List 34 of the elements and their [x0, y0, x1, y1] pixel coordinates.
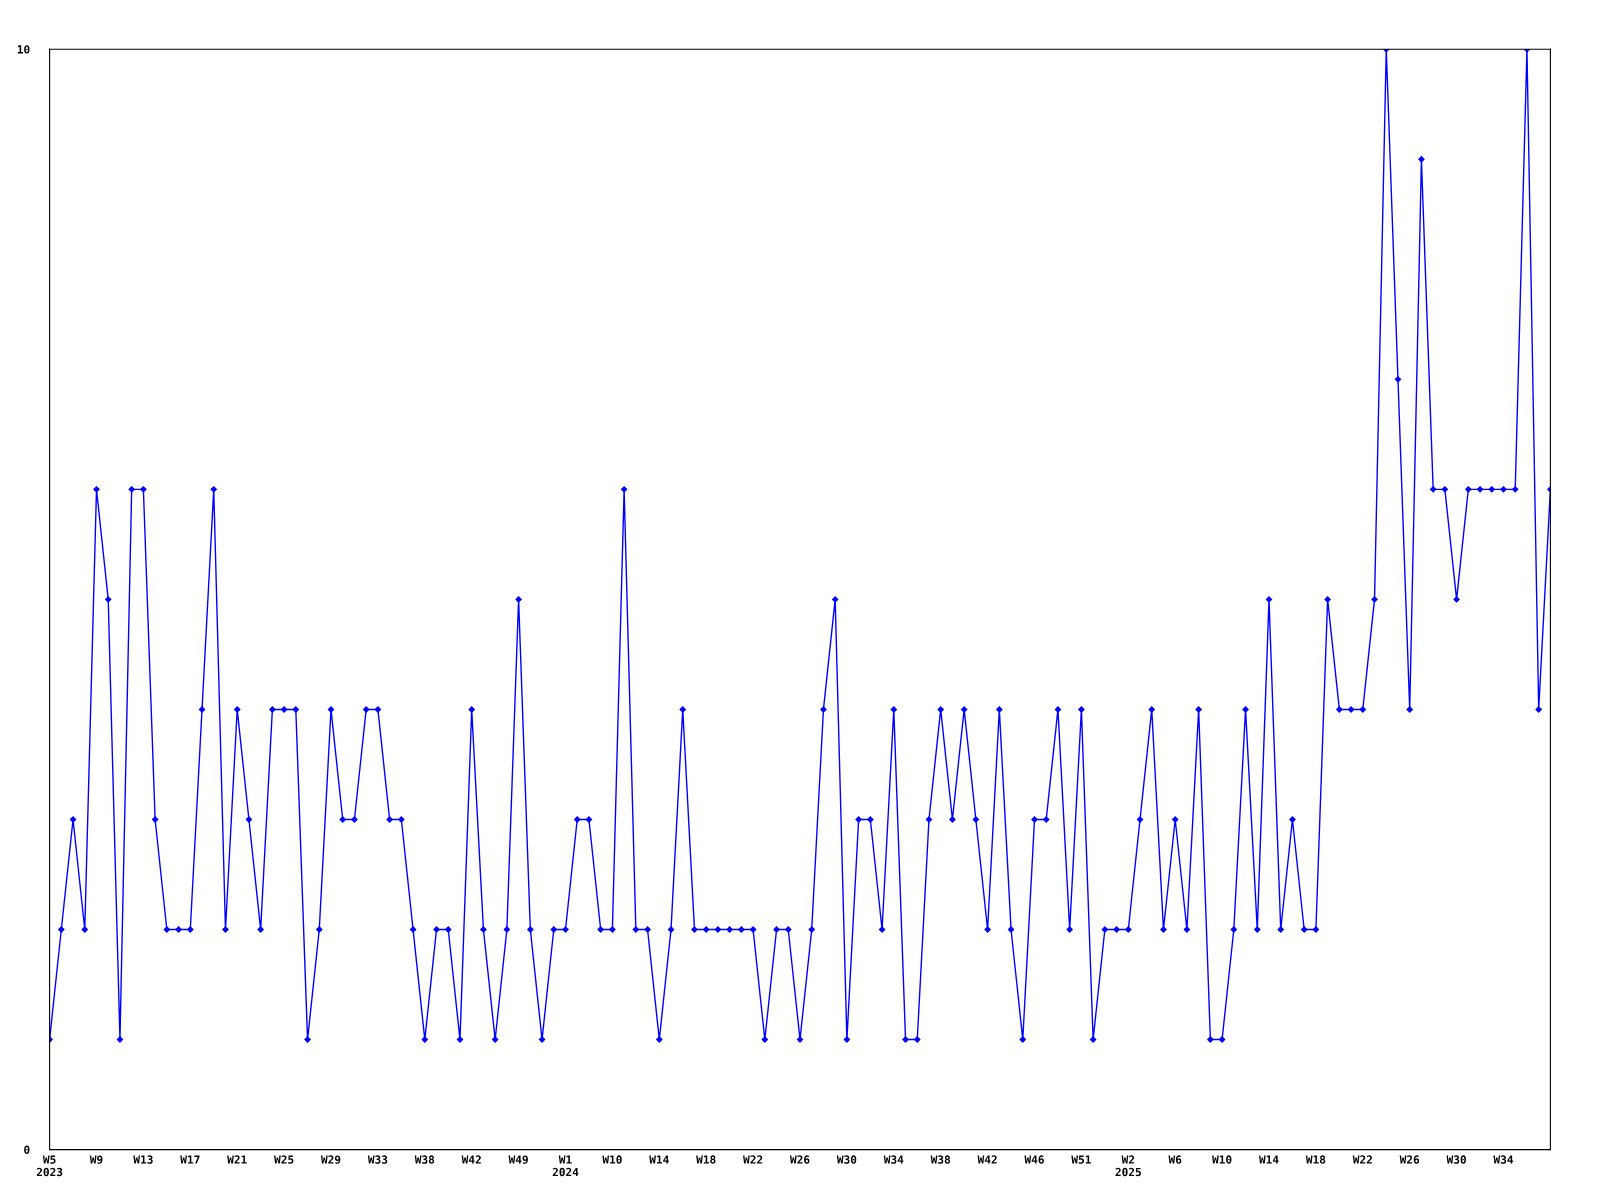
x-tick-label: W10	[602, 1155, 622, 1164]
x-tick-label: W34	[883, 1155, 904, 1164]
x-tick-label: W26	[789, 1155, 810, 1164]
x-tick-label: W30	[836, 1155, 857, 1164]
x-tick-label: W6	[1168, 1155, 1182, 1164]
x-tick-label: W22	[743, 1155, 763, 1164]
x-tick-label: W46	[1024, 1155, 1044, 1164]
x-tick-label: W51	[1071, 1155, 1091, 1164]
x-tick-label: W18	[1305, 1155, 1326, 1164]
y-tick-label: 10	[17, 45, 30, 54]
x-tick-label: W26	[1399, 1155, 1420, 1164]
x-tick-label: W10	[1212, 1155, 1232, 1164]
x-tick-label: W2 2025	[1115, 1155, 1141, 1177]
x-tick-label: W29	[320, 1155, 341, 1164]
x-tick-label: W34	[1493, 1155, 1514, 1164]
x-tick-label: W14	[649, 1155, 669, 1164]
x-tick-label: W21	[227, 1155, 247, 1164]
x-tick-label: W30	[1446, 1155, 1466, 1164]
x-tick-label: W14	[1258, 1155, 1279, 1164]
x-tick-label: W33	[367, 1155, 388, 1164]
x-tick-label: W9	[89, 1155, 103, 1164]
x-tick-label: W5 2023	[36, 1155, 63, 1177]
x-tick-label: W49	[508, 1155, 528, 1164]
x-tick-label: W38	[930, 1155, 951, 1164]
x-tick-label: W42	[977, 1155, 997, 1164]
x-tick-label: W17	[180, 1155, 200, 1164]
x-tick-label: W38	[414, 1155, 435, 1164]
x-tick-label: W42	[461, 1155, 481, 1164]
x-tick-label: W22	[1352, 1155, 1372, 1164]
x-tick-label: W1 2024	[552, 1155, 579, 1177]
x-tick-label: W18	[696, 1155, 716, 1164]
y-tick-label: 0	[24, 1145, 30, 1154]
x-tick-label: W25	[274, 1155, 294, 1164]
x-tick-label: W13	[133, 1155, 153, 1164]
